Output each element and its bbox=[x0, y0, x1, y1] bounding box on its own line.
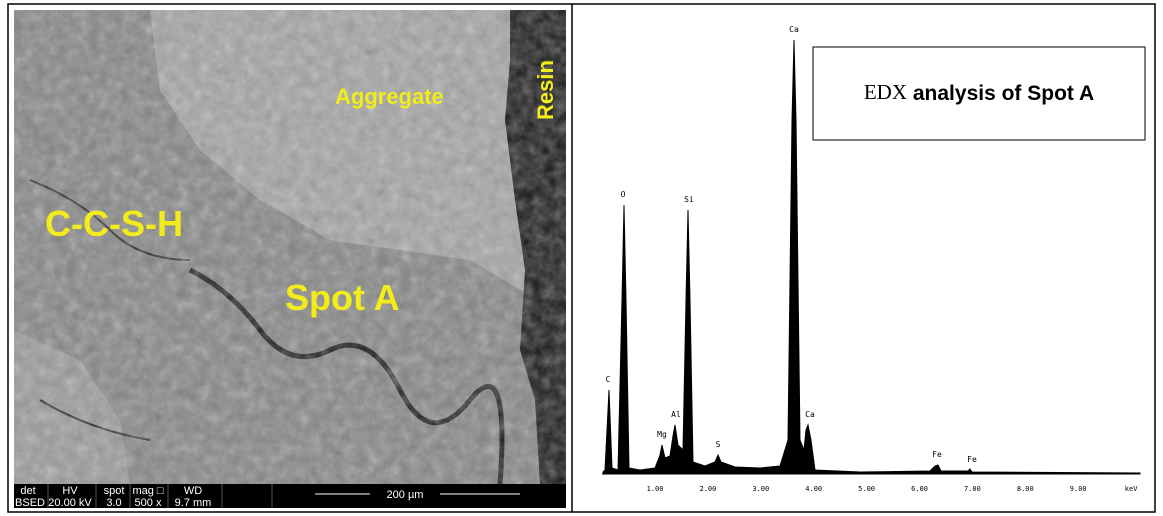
peak-label: Ca bbox=[805, 410, 815, 419]
info-value: 3.0 bbox=[106, 497, 121, 509]
info-header: det bbox=[20, 485, 35, 497]
peak-label: Fe bbox=[967, 455, 977, 464]
title-part: EDX bbox=[864, 80, 907, 104]
info-header: mag □ bbox=[132, 485, 163, 497]
sem-label: Resin bbox=[533, 60, 558, 120]
x-tick-label: 5.00 bbox=[858, 485, 875, 493]
edx-title: EDX analysis of Spot A bbox=[864, 80, 1094, 105]
info-value: 9.7 mm bbox=[175, 497, 212, 509]
info-value: BSED bbox=[15, 497, 45, 509]
info-header: WD bbox=[184, 485, 202, 497]
scale-bar-label: 200 µm bbox=[387, 489, 424, 501]
peak-label: Al bbox=[671, 410, 681, 419]
x-tick-label: 9.00 bbox=[1070, 485, 1087, 493]
x-tick-label: 6.00 bbox=[911, 485, 928, 493]
sem-image bbox=[14, 10, 566, 484]
sem-label: Aggregate bbox=[335, 84, 444, 109]
info-bar bbox=[14, 484, 566, 508]
peak-label: Ca bbox=[789, 25, 799, 34]
info-value: 500 x bbox=[135, 497, 162, 509]
sem-label: Spot A bbox=[285, 277, 400, 318]
x-tick-label: 1.00 bbox=[647, 485, 664, 493]
sem-label: C-C-S-H bbox=[45, 203, 183, 244]
x-tick-label: 3.00 bbox=[752, 485, 769, 493]
peak-label: C bbox=[606, 375, 611, 384]
figure: Aggregate Resin C-C-S-H Spot A det HV sp… bbox=[0, 0, 1163, 516]
peak-label: S bbox=[716, 440, 721, 449]
x-tick-label: 4.00 bbox=[805, 485, 822, 493]
title-part: analysis of Spot A bbox=[913, 82, 1094, 105]
x-tick-label: keV bbox=[1125, 485, 1138, 493]
info-value: 20.00 kV bbox=[48, 497, 92, 509]
x-tick-label: 7.00 bbox=[964, 485, 981, 493]
info-header: spot bbox=[104, 485, 125, 497]
peak-label: Mg bbox=[657, 430, 667, 439]
info-header: HV bbox=[62, 485, 78, 497]
x-tick-label: 8.00 bbox=[1017, 485, 1034, 493]
x-tick-label: 2.00 bbox=[699, 485, 716, 493]
peak-label: Si bbox=[684, 195, 694, 204]
peak-label: O bbox=[621, 190, 626, 199]
peak-label: Fe bbox=[932, 450, 942, 459]
